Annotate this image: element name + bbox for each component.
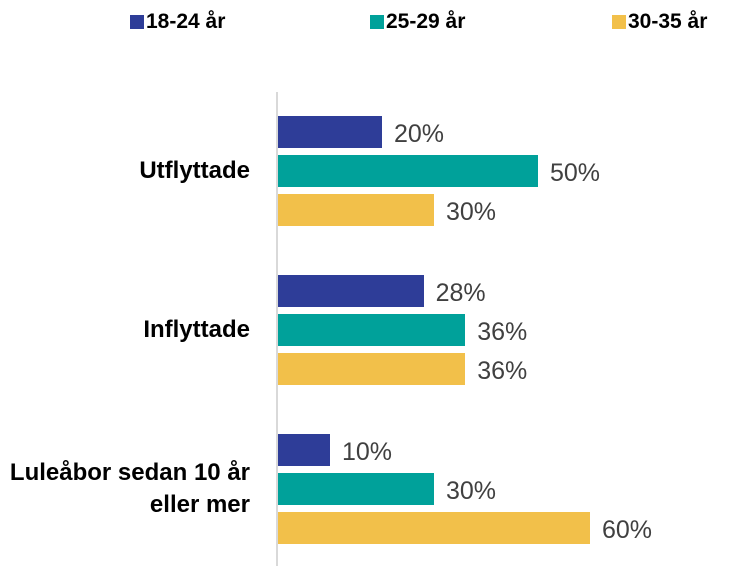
bar (278, 512, 590, 544)
value-label: 30% (446, 477, 497, 505)
value-label: 60% (602, 516, 653, 544)
legend-label: 30-35 år (628, 10, 708, 33)
value-label: 50% (550, 159, 601, 187)
bar (278, 275, 424, 307)
bar (278, 155, 538, 187)
bar (278, 434, 330, 466)
bar (278, 473, 434, 505)
legend-swatch (612, 15, 626, 29)
value-label: 10% (342, 438, 393, 466)
bar (278, 353, 466, 385)
category-label: Luleåbor sedan 10 år eller mer (9, 459, 250, 518)
value-label: 30% (446, 198, 497, 226)
bar (278, 194, 434, 226)
value-label: 36% (477, 318, 528, 346)
bar (278, 116, 382, 148)
legend-label: 18-24 år (146, 10, 226, 33)
bar (278, 314, 466, 346)
legend-label: 25-29 år (386, 10, 466, 33)
value-label: 28% (435, 279, 486, 307)
legend-swatch (130, 15, 144, 29)
value-label: 20% (394, 120, 445, 148)
axis-line (276, 92, 278, 566)
legend-swatch (370, 15, 384, 29)
value-label: 36% (477, 357, 528, 385)
category-label: Inflyttade (143, 316, 250, 343)
category-label: Utflyttade (139, 157, 250, 184)
